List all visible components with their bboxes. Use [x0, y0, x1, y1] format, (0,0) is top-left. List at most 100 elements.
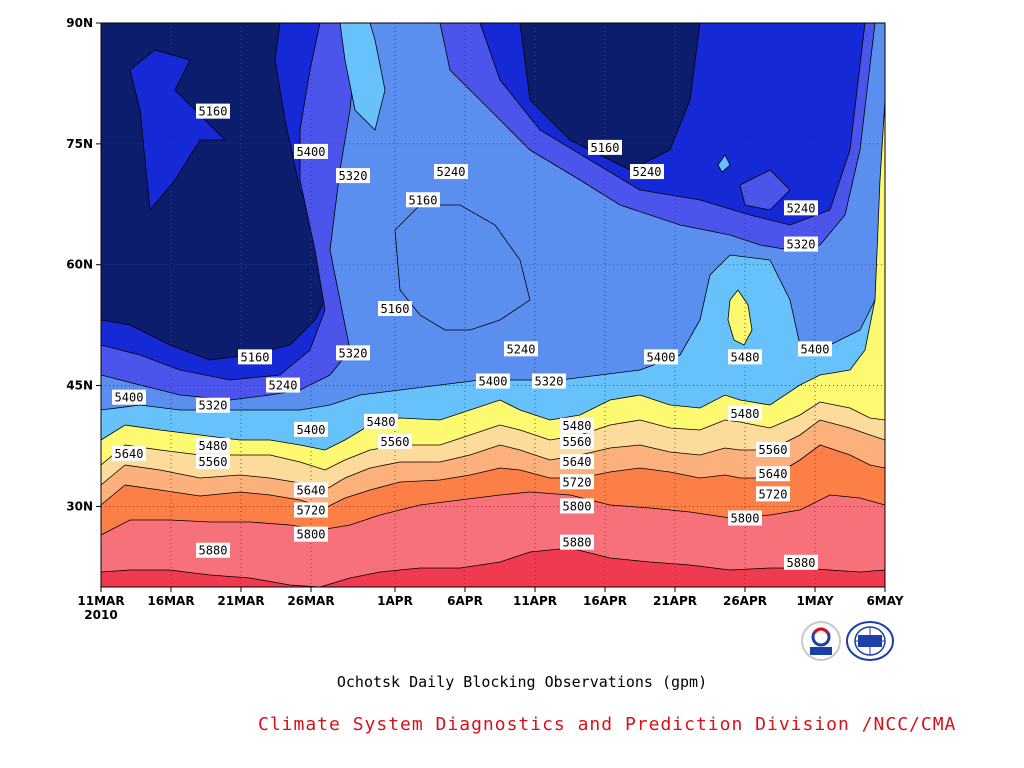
- contour-label-text: 5240: [787, 201, 816, 215]
- contour-label-text: 5400: [297, 145, 326, 159]
- contour-label-box: [560, 498, 594, 514]
- contour-label-text: 5640: [563, 455, 592, 469]
- contour-label: 5320: [196, 397, 230, 413]
- y-axis: 90N 75N 60N 45N 30N: [66, 16, 101, 513]
- contour-label-box: [784, 554, 818, 570]
- contour-label: 5240: [784, 200, 818, 216]
- contour-label: 5720: [560, 474, 594, 490]
- contour-label-box: [644, 349, 678, 365]
- y-tick-label: 60N: [66, 258, 93, 272]
- bcc-logo-icon: [801, 621, 841, 661]
- contour-label-box: [266, 377, 300, 393]
- contour-label-text: 5720: [563, 475, 592, 489]
- contour-label-text: 5720: [297, 503, 326, 517]
- contour-label: 5320: [336, 345, 370, 361]
- band-above-5880: [101, 547, 885, 587]
- contour-label: 5640: [112, 446, 146, 462]
- y-tick-label: 90N: [66, 16, 93, 30]
- y-tick-label: 75N: [66, 137, 93, 151]
- contour-label-box: [378, 433, 412, 449]
- contour-label: 5720: [294, 502, 328, 518]
- chart-title: Ochotsk Daily Blocking Observations (gpm…: [336, 673, 708, 691]
- contour-label: 5160: [196, 103, 230, 119]
- contour-label-box: [560, 433, 594, 449]
- contour-label-text: 5480: [367, 415, 396, 429]
- contour-label: 5720: [756, 486, 790, 502]
- contour-label-text: 5160: [591, 141, 620, 155]
- contour-label-box: [378, 301, 412, 317]
- contour-label-box: [294, 526, 328, 542]
- contour-label: 5480: [728, 349, 762, 365]
- contour-label: 5400: [798, 341, 832, 357]
- contour-label-text: 5640: [115, 447, 144, 461]
- contour-label-box: [630, 164, 664, 180]
- x-tick-label: 26MAR: [287, 594, 334, 608]
- contour-label-box: [784, 200, 818, 216]
- contour-label-box: [560, 474, 594, 490]
- contour-label-box: [196, 397, 230, 413]
- x-tick-label: 21MAR: [217, 594, 264, 608]
- contour-label-text: 5880: [199, 544, 228, 558]
- contour-label: 5560: [756, 442, 790, 458]
- y-tick-label: 30N: [66, 499, 93, 513]
- contour-label: 5400: [476, 373, 510, 389]
- contour-label: 5880: [784, 554, 818, 570]
- contour-label-box: [294, 502, 328, 518]
- contour-label-text: 5560: [199, 455, 228, 469]
- contour-label-text: 5400: [647, 350, 676, 364]
- contour-label: 5240: [434, 164, 468, 180]
- contour-label: 5400: [644, 349, 678, 365]
- contour-label: 5800: [294, 526, 328, 542]
- contour-label-text: 5320: [535, 375, 564, 389]
- contour-label-box: [504, 341, 538, 357]
- contour-label-box: [532, 373, 566, 389]
- contour-label-text: 5560: [759, 443, 788, 457]
- contour-label-text: 5240: [507, 342, 536, 356]
- contour-label: 5160: [238, 349, 272, 365]
- contour-label: 5640: [756, 466, 790, 482]
- contour-label-text: 5480: [563, 419, 592, 433]
- contour-label: 5480: [560, 417, 594, 433]
- contour-label: 5400: [294, 421, 328, 437]
- contour-label: 5160: [406, 192, 440, 208]
- contour-label-text: 5480: [731, 407, 760, 421]
- contour-label-text: 5800: [297, 528, 326, 542]
- contour-label-text: 5880: [787, 556, 816, 570]
- contour-label-box: [112, 446, 146, 462]
- x-tick-label: 11MAR: [77, 594, 124, 608]
- contour-label-box: [756, 442, 790, 458]
- y-tick-label: 45N: [66, 379, 93, 393]
- contour-label-box: [364, 413, 398, 429]
- contour-label: 5800: [728, 510, 762, 526]
- contour-label-text: 5480: [731, 350, 760, 364]
- contour-label-text: 5160: [241, 350, 270, 364]
- contour-label: 5320: [532, 373, 566, 389]
- x-tick-label: 21APR: [653, 594, 697, 608]
- contour-label-box: [336, 345, 370, 361]
- contour-label-text: 5640: [297, 483, 326, 497]
- x-tick-label: 11APR: [513, 594, 557, 608]
- contour-label-text: 5800: [563, 499, 592, 513]
- contour-label: 5320: [784, 236, 818, 252]
- contour-label-box: [196, 103, 230, 119]
- contour-label-text: 5640: [759, 467, 788, 481]
- contour-label-box: [728, 349, 762, 365]
- contour-label-box: [406, 192, 440, 208]
- contour-label-text: 5720: [759, 487, 788, 501]
- contour-label: 5160: [378, 301, 412, 317]
- x-tick-label: 16MAR: [147, 594, 194, 608]
- contour-label-text: 5320: [199, 399, 228, 413]
- contour-label-box: [336, 168, 370, 184]
- contour-label-text: 5320: [339, 169, 368, 183]
- contour-label: 5400: [294, 143, 328, 159]
- contour-label-box: [560, 454, 594, 470]
- contour-label-text: 5880: [563, 536, 592, 550]
- band-5800-5880: [101, 491, 885, 587]
- contour-label-text: 5560: [563, 435, 592, 449]
- contour-label-text: 5240: [437, 165, 466, 179]
- contour-label-text: 5400: [479, 375, 508, 389]
- contour-label-text: 5320: [787, 238, 816, 252]
- contour-label-box: [294, 482, 328, 498]
